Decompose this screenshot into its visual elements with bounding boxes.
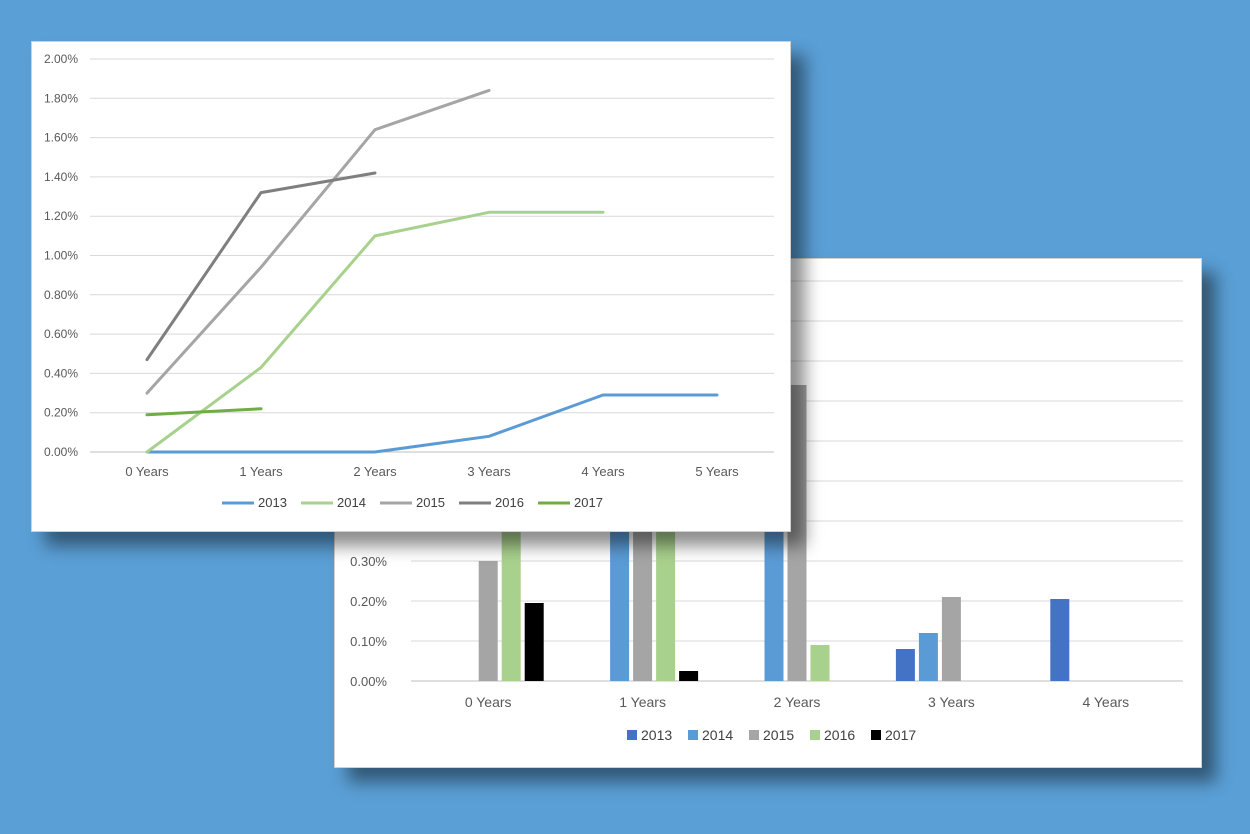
- bar-y-tick-label: 0.20%: [350, 594, 387, 609]
- line-y-tick-label: 0.00%: [44, 445, 78, 459]
- bar-legend-swatch-2013: [627, 730, 637, 740]
- line-y-tick-label: 2.00%: [44, 52, 78, 66]
- bar-x-tick-label: 0 Years: [465, 694, 512, 710]
- bar-x-tick-label: 4 Years: [1082, 694, 1129, 710]
- bar-legend-label: 2014: [702, 727, 733, 743]
- line-y-tick-label: 0.20%: [44, 406, 78, 420]
- line-series-2017: [145, 407, 263, 417]
- line-y-tick-label: 1.80%: [44, 91, 78, 105]
- line-x-tick-label: 0 Years: [125, 464, 169, 479]
- line-y-tick-label: 1.60%: [44, 131, 78, 145]
- line-y-tick-label: 0.80%: [44, 288, 78, 302]
- line-series-2014: [145, 210, 605, 454]
- bar-legend-swatch-2015: [749, 730, 759, 740]
- bar-2015-0: [478, 561, 498, 681]
- bar-2016-2: [810, 645, 830, 681]
- bar-legend-label: 2016: [824, 727, 855, 743]
- line-y-tick-label: 1.40%: [44, 170, 78, 184]
- line-legend-label: 2013: [258, 495, 287, 510]
- line-x-tick-label: 4 Years: [581, 464, 625, 479]
- bar-legend-swatch-2014: [688, 730, 698, 740]
- line-x-tick-label: 5 Years: [695, 464, 739, 479]
- bar-2014-3: [918, 633, 938, 681]
- bar-y-tick-label: 0.10%: [350, 634, 387, 649]
- line-y-tick-label: 0.40%: [44, 366, 78, 380]
- bar-legend-swatch-2016: [810, 730, 820, 740]
- bar-legend-label: 2013: [641, 727, 672, 743]
- bar-x-tick-label: 3 Years: [928, 694, 975, 710]
- bar-y-tick-label: 0.30%: [350, 554, 387, 569]
- line-y-tick-label: 1.00%: [44, 249, 78, 263]
- bar-2015-3: [941, 597, 961, 681]
- bar-y-tick-label: 0.00%: [350, 674, 387, 689]
- line-series-2015: [145, 88, 491, 395]
- line-legend-label: 2015: [416, 495, 445, 510]
- line-legend-label: 2017: [574, 495, 603, 510]
- line-chart-panel: 0.00% 0.20% 0.40% 0.60% 0.80% 1.00% 1.20% 1.40%…: [31, 41, 791, 532]
- line-y-tick-label: 0.60%: [44, 327, 78, 341]
- bar-x-tick-label: 1 Years: [619, 694, 666, 710]
- line-legend-label: 2014: [337, 495, 366, 510]
- bar-legend-label: 2017: [885, 727, 916, 743]
- line-x-tick-label: 1 Years: [239, 464, 283, 479]
- line-series-2013: [145, 393, 719, 454]
- line-legend-label: 2016: [495, 495, 524, 510]
- line-chart: 0.00% 0.20% 0.40% 0.60% 0.80% 1.00% 1.20% 1.40%…: [44, 52, 774, 510]
- line-series-2016: [145, 171, 377, 362]
- line-x-tick-label: 3 Years: [467, 464, 511, 479]
- bar-2016-0: [501, 501, 521, 681]
- bar-legend-swatch-2017: [871, 730, 881, 740]
- bar-2017-0: [524, 603, 544, 681]
- line-x-tick-label: 2 Years: [353, 464, 397, 479]
- bar-2013-3: [895, 649, 915, 681]
- line-y-tick-label: 1.20%: [44, 209, 78, 223]
- bar-2013-4: [1050, 599, 1070, 681]
- bar-2017-1: [679, 671, 699, 681]
- bar-x-tick-label: 2 Years: [774, 694, 821, 710]
- bar-2015-2: [787, 385, 807, 681]
- bar-legend-label: 2015: [763, 727, 794, 743]
